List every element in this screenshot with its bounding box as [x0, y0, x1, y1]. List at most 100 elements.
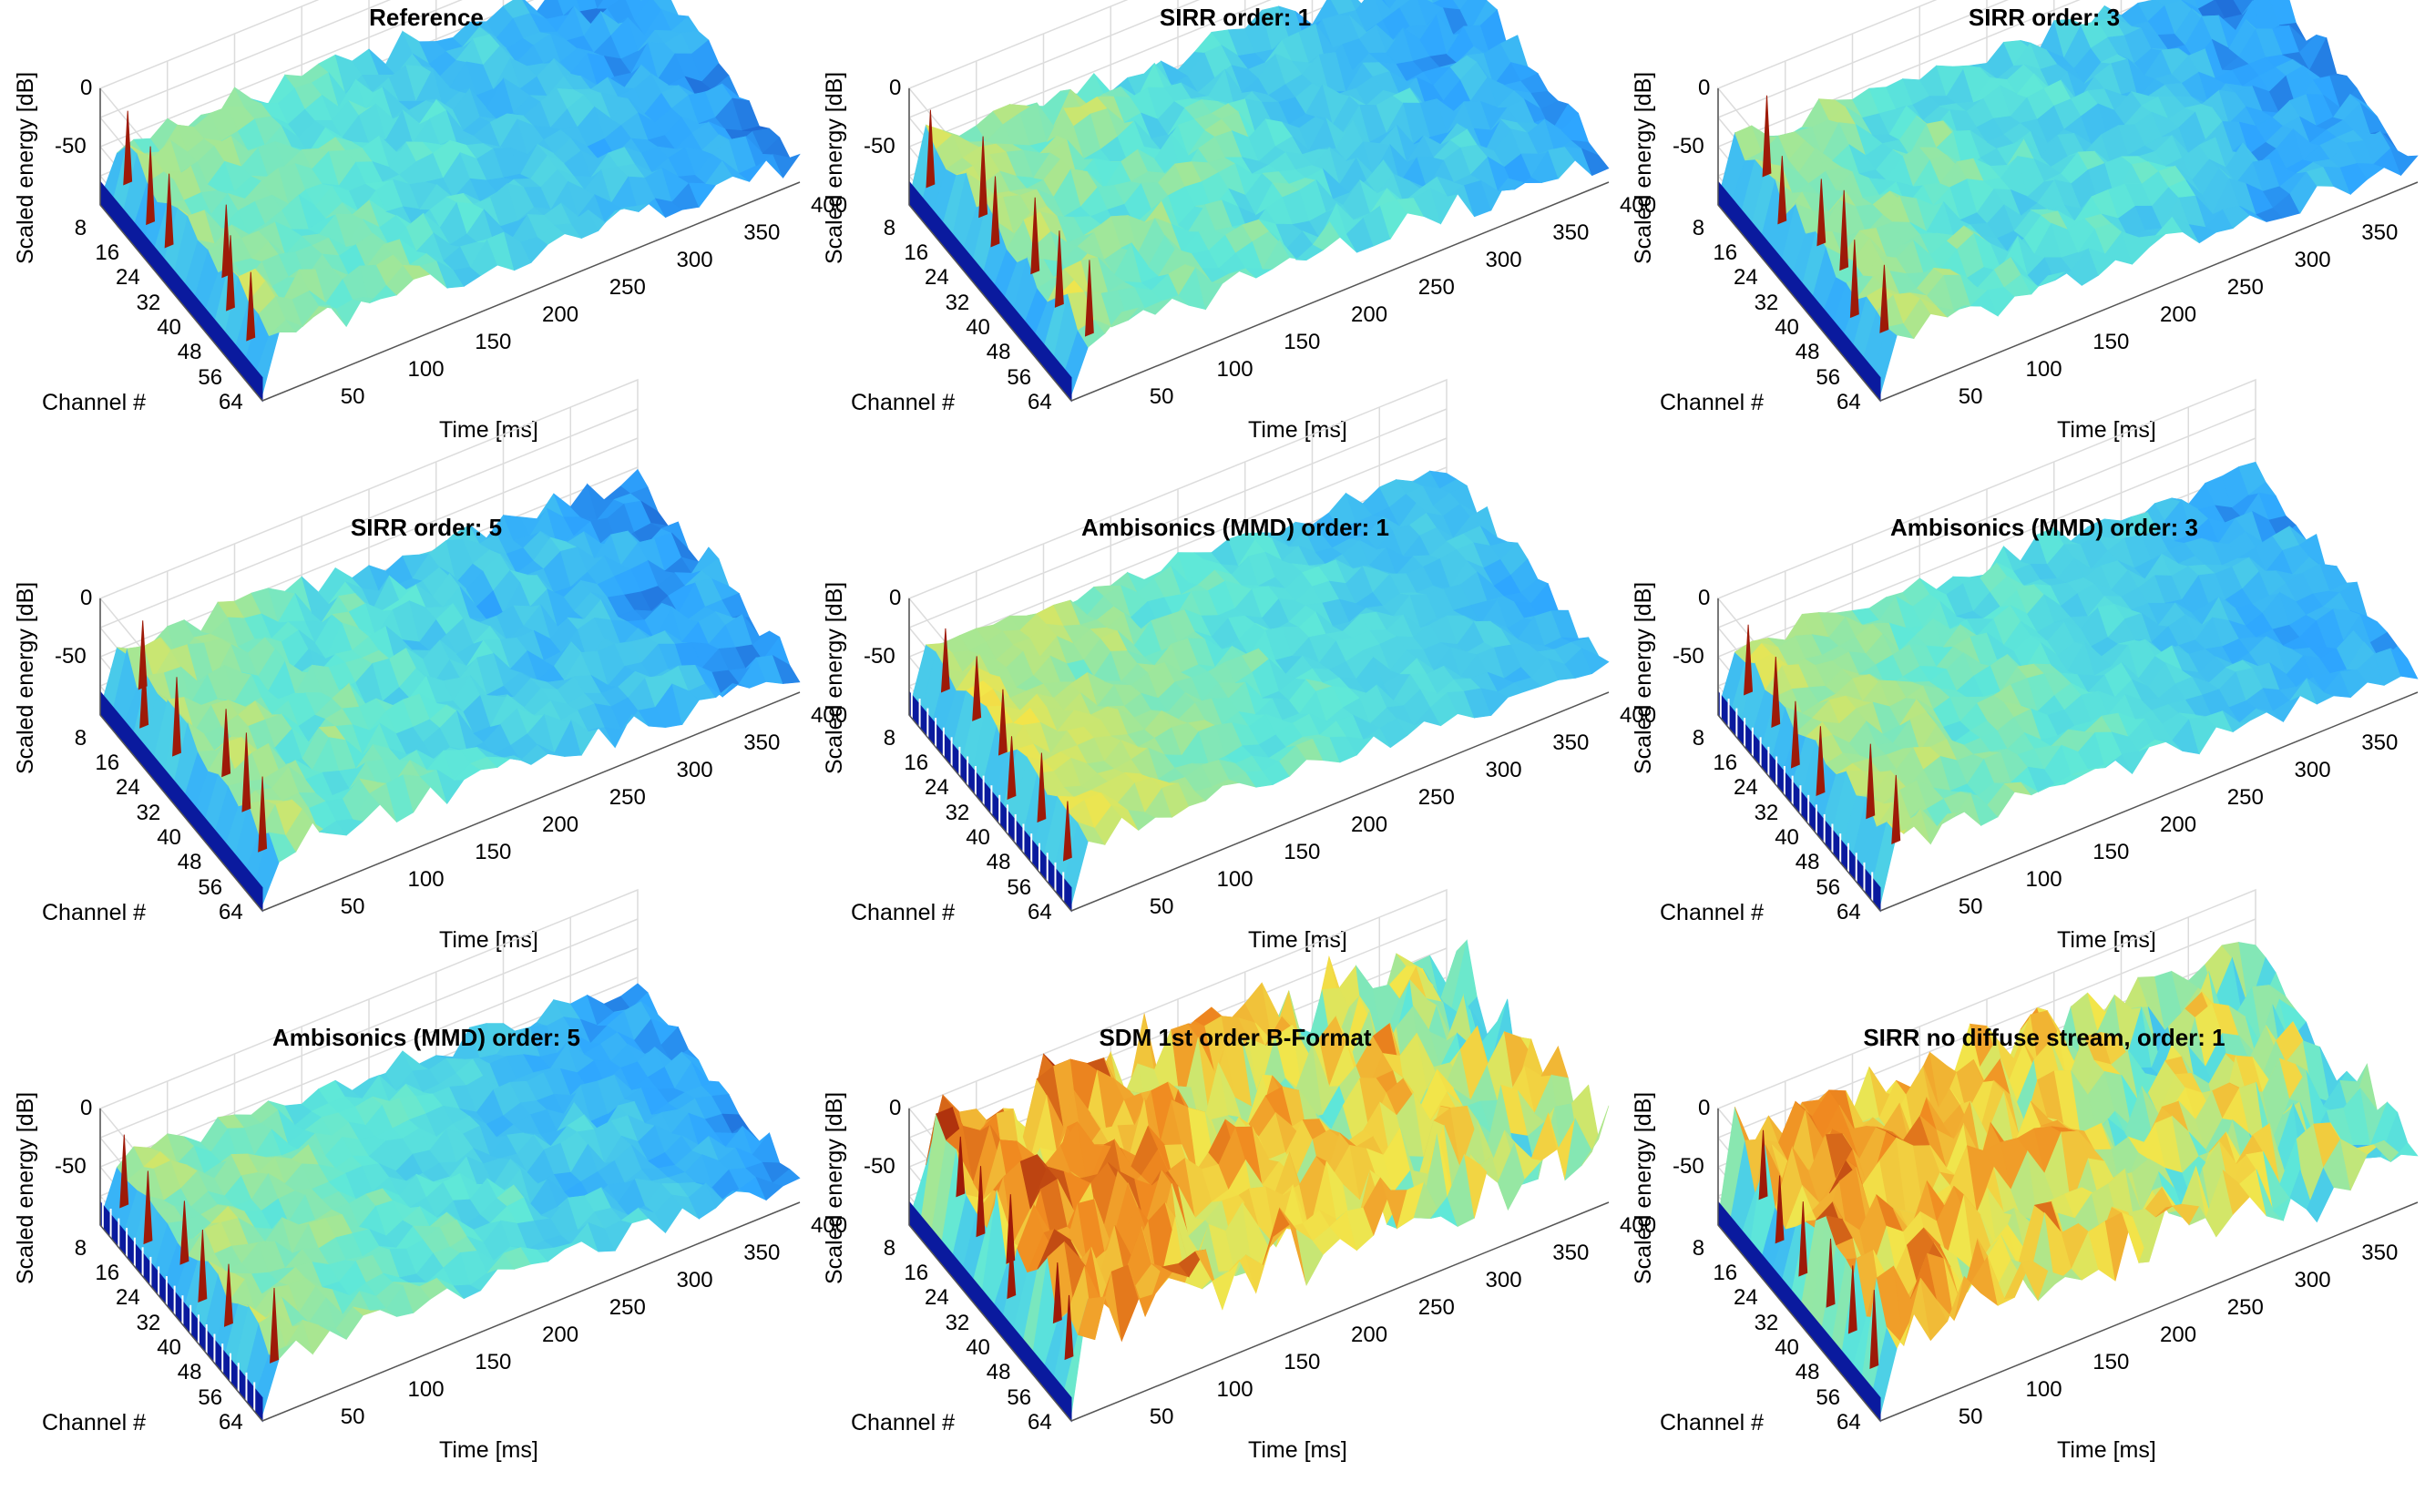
surface-plot — [1625, 1020, 2425, 1512]
x-tick-label: 50 — [341, 1406, 365, 1428]
x-tick-label: 150 — [1284, 1352, 1320, 1374]
channel-tick-label: 8 — [75, 1238, 87, 1260]
channel-tick-label: 56 — [1007, 877, 1031, 899]
channel-tick-label: 40 — [157, 1337, 181, 1359]
channel-tick-label: 32 — [137, 1313, 161, 1334]
channel-tick-label: 64 — [1837, 392, 1861, 414]
panel-title: SIRR order: 5 — [7, 514, 845, 542]
x-tick-label: 200 — [542, 304, 578, 326]
x-tick-label: 150 — [2092, 332, 2129, 353]
z-tick-label: 0 — [1698, 77, 1710, 99]
x-tick-label: 350 — [1552, 222, 1589, 244]
x-tick-label: 350 — [743, 1242, 780, 1264]
channel-tick-label: 16 — [1713, 242, 1737, 264]
channel-tick-label: 24 — [1734, 267, 1758, 289]
x-tick-label: 250 — [2227, 787, 2264, 809]
channel-tick-label: 40 — [157, 827, 181, 849]
channel-tick-label: 64 — [219, 1412, 243, 1434]
surface-plot — [1625, 510, 2425, 1002]
x-tick-label: 50 — [1959, 386, 1983, 408]
channel-tick-label: 40 — [1775, 317, 1799, 339]
channel-tick-label: 16 — [95, 242, 119, 264]
x-tick-label: 150 — [475, 1352, 511, 1374]
channel-tick-label: 24 — [925, 777, 949, 799]
x-axis-label: Time [ms] — [2057, 417, 2156, 444]
x-tick-label: 50 — [1150, 386, 1174, 408]
channel-tick-label: 40 — [966, 827, 990, 849]
x-tick-label: 200 — [1351, 1324, 1387, 1346]
x-tick-label: 200 — [1351, 814, 1387, 836]
channel-tick-label: 64 — [1028, 1412, 1052, 1434]
x-tick-label: 100 — [408, 359, 445, 381]
x-tick-label: 100 — [1217, 869, 1253, 891]
z-tick-label: 0 — [80, 1098, 92, 1119]
x-tick-label: 300 — [677, 250, 713, 271]
channel-tick-label: 24 — [116, 267, 140, 289]
channel-tick-label: 8 — [884, 1238, 895, 1260]
panel-title: SDM 1st order B-Format — [816, 1024, 1654, 1052]
channel-axis-label: Channel # — [1660, 390, 1764, 416]
channel-tick-label: 32 — [1755, 292, 1779, 314]
x-axis-label: Time [ms] — [439, 1437, 538, 1464]
x-tick-label: 350 — [1552, 1242, 1589, 1264]
channel-tick-label: 32 — [137, 802, 161, 824]
channel-tick-label: 16 — [1713, 752, 1737, 774]
channel-axis-label: Channel # — [42, 900, 146, 926]
panel-title: SIRR order: 1 — [816, 4, 1654, 32]
x-tick-label: 100 — [408, 1379, 445, 1401]
figure: Reference Scaled energy [dB] Time [ms] Chan… — [0, 0, 2425, 1481]
z-tick-label: -50 — [864, 136, 895, 158]
x-tick-label: 250 — [1418, 787, 1455, 809]
x-tick-label: 300 — [677, 760, 713, 782]
x-axis-label: Time [ms] — [1248, 417, 1347, 444]
y-axis-label: Scaled energy [dB] — [1631, 582, 1657, 774]
channel-tick-label: 40 — [157, 317, 181, 339]
y-axis-label: Scaled energy [dB] — [13, 72, 39, 264]
x-tick-label: 250 — [1418, 277, 1455, 299]
surface-plot — [816, 0, 1636, 492]
x-tick-label: 200 — [1351, 304, 1387, 326]
channel-tick-label: 32 — [137, 292, 161, 314]
panel-title: Reference — [7, 4, 845, 32]
panel-title: Ambisonics (MMD) order: 3 — [1625, 514, 2425, 542]
channel-tick-label: 8 — [884, 728, 895, 750]
x-tick-label: 250 — [2227, 277, 2264, 299]
x-axis-label: Time [ms] — [1248, 1437, 1347, 1464]
x-axis-label: Time [ms] — [2057, 927, 2156, 954]
x-tick-label: 50 — [341, 896, 365, 918]
x-tick-label: 50 — [1150, 1406, 1174, 1428]
channel-tick-label: 16 — [904, 1262, 928, 1284]
channel-tick-label: 32 — [946, 1313, 970, 1334]
y-axis-label: Scaled energy [dB] — [1631, 72, 1657, 264]
channel-axis-label: Channel # — [851, 390, 955, 416]
z-tick-label: -50 — [864, 1156, 895, 1178]
z-tick-label: -50 — [1673, 646, 1704, 668]
channel-tick-label: 48 — [178, 1362, 202, 1384]
channel-tick-label: 16 — [904, 242, 928, 264]
x-tick-label: 200 — [542, 1324, 578, 1346]
channel-tick-label: 64 — [1028, 902, 1052, 924]
x-tick-label: 300 — [677, 1270, 713, 1292]
channel-tick-label: 40 — [1775, 827, 1799, 849]
z-tick-label: -50 — [864, 646, 895, 668]
surface-plot — [7, 0, 827, 492]
panel-title: SIRR order: 3 — [1625, 4, 2425, 32]
x-tick-label: 350 — [743, 732, 780, 754]
x-tick-label: 250 — [609, 1297, 646, 1319]
x-tick-label: 50 — [1959, 896, 1983, 918]
panel-3: SIRR order: 3 Scaled energy [dB] Time [ms]… — [1625, 0, 2425, 492]
z-tick-label: -50 — [55, 136, 87, 158]
channel-tick-label: 48 — [987, 1362, 1011, 1384]
z-tick-label: -50 — [1673, 136, 1704, 158]
x-tick-label: 100 — [2026, 359, 2062, 381]
x-tick-label: 50 — [341, 386, 365, 408]
channel-tick-label: 24 — [1734, 777, 1758, 799]
channel-tick-label: 56 — [1007, 367, 1031, 389]
x-tick-label: 300 — [1486, 1270, 1522, 1292]
channel-axis-label: Channel # — [42, 1410, 146, 1436]
x-tick-label: 350 — [1552, 732, 1589, 754]
